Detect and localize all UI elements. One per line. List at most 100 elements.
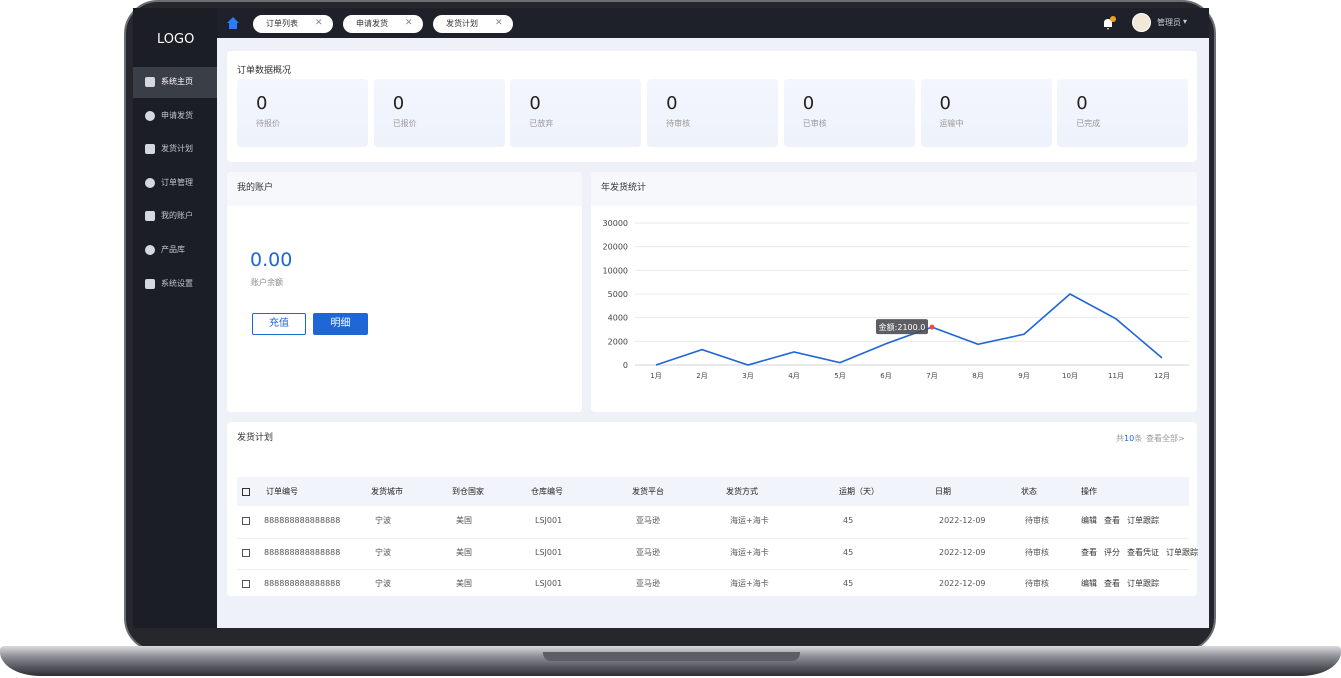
table-cell: 888888888888888 [264, 516, 341, 525]
plan-panel: 发货计划 共10条 查看全部> 订单编号 发货城市 到仓国家 仓库编号 发货平台 发货方式… [227, 422, 1198, 596]
table-cell: 亚马逊 [636, 547, 660, 557]
table-header-cell: 操作 [1081, 487, 1097, 496]
tab-label[interactable]: 申请发货 [356, 19, 388, 28]
stat-card: 0 已报价 [373, 79, 505, 147]
tab-close[interactable]: ✕ [495, 18, 503, 28]
table-cell: 45 [843, 516, 854, 525]
x-tick-label: 5月 [834, 372, 845, 380]
checkbox[interactable] [242, 580, 250, 588]
account-panel: 我的账户 0.00 账户余额 充值 明细 [227, 172, 582, 412]
table-cell: 待审核 [1025, 547, 1049, 557]
stat-card: 0 已完成 [1057, 79, 1189, 147]
table-header-cell: 发货方式 [726, 487, 758, 496]
y-tick-label: 10000 [603, 266, 628, 275]
tab-label[interactable]: 发货计划 [446, 19, 478, 28]
account-title: 我的账户 [237, 183, 274, 193]
stat-label: 运输中 [939, 119, 964, 128]
table-cell: 美国 [456, 516, 472, 525]
hover-point [929, 324, 935, 330]
overview-title: 订单数据概况 [237, 66, 292, 76]
logo: LOGO [157, 32, 195, 47]
table-cell: 美国 [456, 547, 472, 557]
table-cell: 亚马逊 [636, 579, 660, 588]
chart: 0 2000 4000 5000 10000 20000 30000 1月 2月 3月 4月 5月 6月… [603, 219, 1189, 380]
checkbox[interactable] [242, 517, 250, 525]
menu-icon[interactable] [145, 278, 155, 289]
laptop-notch [543, 652, 800, 661]
action-link[interactable]: 编辑 [1081, 579, 1097, 588]
action-link[interactable]: 订单跟踪 [1127, 579, 1159, 588]
plan-total: 共10条 [1116, 435, 1142, 443]
stat-card: 0 已审核 [783, 79, 915, 147]
stat-card: 0 已放弃 [510, 79, 642, 147]
tab[interactable]: 发货计划 ✕ [433, 15, 513, 33]
y-tick-label: 2000 [608, 337, 628, 346]
menu-item[interactable]: 产品库 [161, 245, 185, 254]
menu-icon[interactable] [145, 110, 155, 121]
action-link[interactable]: 评分 [1104, 547, 1120, 557]
total-prefix: 共 [1116, 434, 1124, 443]
tab[interactable]: 订单列表 ✕ [253, 15, 333, 33]
table-cell: 45 [843, 547, 854, 557]
avatar[interactable] [1132, 13, 1151, 32]
menu-item[interactable]: 发货计划 [161, 144, 193, 154]
detail-button[interactable]: 明细 [313, 313, 368, 335]
menu-item[interactable]: 系统主页 [161, 77, 193, 86]
laptop-base [0, 646, 1341, 676]
row-divider [237, 537, 1189, 539]
stat-value: 0 [392, 93, 405, 114]
x-tick-label: 10月 [1062, 372, 1078, 380]
stat-label: 已报价 [392, 119, 417, 128]
action-link[interactable]: 查看 [1104, 579, 1120, 588]
menu-item[interactable]: 系统设置 [161, 278, 193, 288]
stat-value: 0 [939, 93, 951, 114]
stat-label: 已完成 [1076, 119, 1101, 128]
checkbox[interactable] [242, 548, 250, 557]
plan-table: 订单编号 发货城市 到仓国家 仓库编号 发货平台 发货方式 运期（天） 日期 状态 操作 88888… [227, 422, 1198, 596]
table-cell: 2022-12-09 [939, 547, 986, 557]
table-cell: LSJ001 [535, 547, 563, 557]
tab[interactable]: 申请发货 ✕ [343, 15, 423, 33]
tab-close[interactable]: ✕ [405, 18, 413, 28]
user-name[interactable]: 管理员 [1157, 18, 1181, 27]
action-link[interactable]: 编辑 [1081, 516, 1097, 525]
stat-value: 0 [256, 93, 268, 114]
table-cell: 宁波 [375, 579, 391, 588]
menu-item[interactable]: 申请发货 [161, 110, 193, 120]
plan-title: 发货计划 [237, 433, 274, 443]
tab-close[interactable]: ✕ [315, 18, 323, 28]
action-link[interactable]: 订单跟踪 [1166, 547, 1198, 557]
view-all[interactable]: 查看全部> [1146, 434, 1185, 443]
chart-panel: 年发货统计 0 2000 4000 5000 10000 20000 30000 1月 2月 3月… [591, 172, 1197, 412]
action-link[interactable]: 查看凭证 [1127, 547, 1159, 557]
table-header-cell: 运期（天） [839, 487, 879, 496]
recharge-button[interactable]: 充值 [252, 313, 306, 335]
menu-icon[interactable] [145, 144, 155, 155]
menu-icon[interactable] [145, 211, 155, 222]
y-tick-label: 0 [623, 361, 628, 370]
action-link[interactable]: 订单跟踪 [1127, 516, 1159, 525]
table-cell: 宁波 [375, 547, 391, 557]
menu-icon[interactable] [145, 245, 155, 255]
checkbox[interactable] [242, 488, 250, 496]
y-tick-label: 4000 [608, 314, 628, 323]
table-cell: 2022-12-09 [939, 579, 986, 588]
table-header-cell: 仓库编号 [531, 487, 563, 496]
action-link[interactable]: 查看 [1081, 547, 1097, 557]
menu-icon[interactable] [145, 77, 155, 87]
action-link[interactable]: 查看 [1104, 516, 1120, 525]
table-header-cell: 日期 [935, 487, 951, 496]
chart-title: 年发货统计 [601, 183, 647, 193]
user-caret[interactable]: ▾ [1183, 17, 1188, 26]
home-icon[interactable] [226, 16, 240, 30]
menu-item[interactable]: 我的账户 [161, 211, 193, 221]
tab-label[interactable]: 订单列表 [266, 19, 298, 28]
table-cell: 888888888888888 [264, 547, 341, 557]
y-tick-label: 20000 [603, 243, 628, 252]
menu-item[interactable]: 订单管理 [161, 177, 193, 187]
menu-icon[interactable] [145, 177, 155, 188]
table-cell: 亚马逊 [636, 516, 660, 525]
bell-icon[interactable] [1101, 16, 1117, 32]
table-cell: 海运+海卡 [730, 547, 769, 557]
stat-value: 0 [529, 93, 541, 114]
